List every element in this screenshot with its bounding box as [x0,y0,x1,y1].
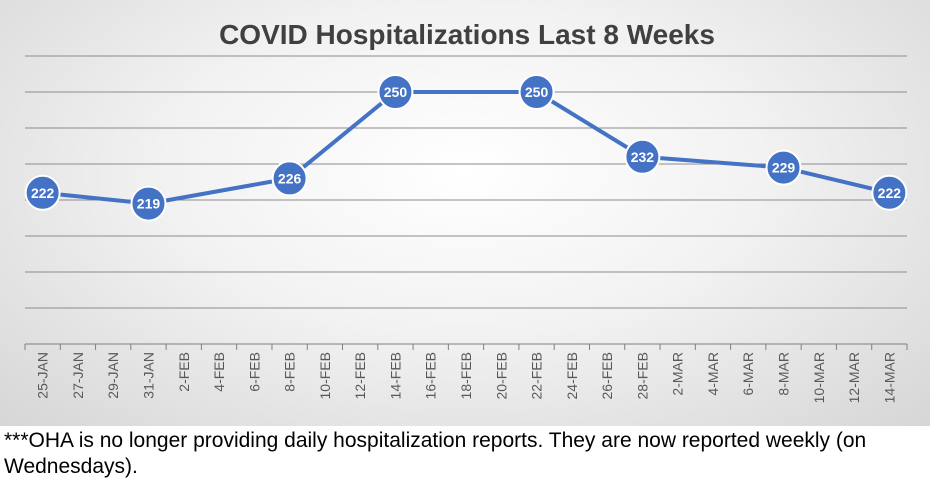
x-tick-label: 25-JAN [35,352,51,399]
data-label: 250 [384,84,408,100]
data-markers: 222 219 226 250 250 232 229 222 [24,74,908,222]
x-tick-label: 4-FEB [211,352,227,392]
x-tick-label: 14-FEB [387,352,403,399]
x-tick-label: 10-MAR [811,352,827,403]
x-tick-label: 2-MAR [670,352,686,396]
x-tick-label: 22-FEB [529,352,545,399]
data-label: 222 [31,185,55,201]
data-point [130,185,167,222]
series-line-layer [42,90,890,206]
x-tick-label: 2-FEB [176,352,192,392]
x-axis: 25-JAN 27-JAN 29-JAN 31-JAN 2-FEB 4-FEB 6-FEB 8… [24,343,908,403]
x-tick-label: 8-FEB [282,352,298,392]
data-point [271,160,308,197]
x-tick-label: 12-MAR [846,352,862,403]
x-tick-label: 6-MAR [740,352,756,396]
series-line [42,90,890,206]
data-label: 229 [772,160,796,176]
data-point [871,174,908,211]
data-point [24,174,61,211]
data-point [765,149,802,186]
x-tick-label: 29-JAN [105,352,121,399]
data-label: 222 [878,185,902,201]
footnote: ***OHA is no longer providing daily hosp… [4,429,867,478]
data-point [624,138,661,175]
x-tick-label: 16-FEB [423,352,439,399]
x-tick-label: 24-FEB [564,352,580,399]
data-point [377,74,414,110]
x-tick-label: 10-FEB [317,352,333,399]
x-tick-label: 18-FEB [458,352,474,399]
data-label: 250 [525,84,549,100]
data-label: 219 [137,196,161,212]
line-chart: COVID Hospitalizations Last 8 Weeks 25-J… [24,19,908,403]
x-tick-label: 8-MAR [776,352,792,396]
chart-area: COVID Hospitalizations Last 8 Weeks 25-J… [0,0,930,426]
x-tick-label: 27-JAN [70,352,86,399]
data-label: 232 [631,149,655,165]
x-tick-label: 4-MAR [705,352,721,396]
x-tick-label: 20-FEB [493,352,509,399]
data-label: 226 [278,170,302,186]
data-point [518,74,555,110]
chart-title: COVID Hospitalizations Last 8 Weeks [219,19,715,50]
x-tick-label: 31-JAN [140,352,156,399]
x-tick-label: 26-FEB [599,352,615,399]
x-tick-label: 6-FEB [246,352,262,392]
x-tick-label: 12-FEB [352,352,368,399]
x-tick-label: 28-FEB [634,352,650,399]
x-tick-label: 14-MAR [881,352,897,403]
